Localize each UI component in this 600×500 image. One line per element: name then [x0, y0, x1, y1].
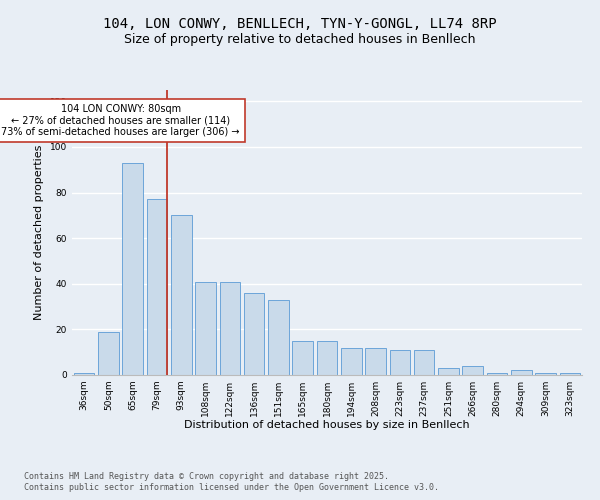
- Bar: [98, 332, 119, 375]
- Bar: [511, 370, 532, 375]
- Bar: [365, 348, 386, 375]
- Bar: [341, 348, 362, 375]
- Bar: [146, 200, 167, 375]
- Bar: [220, 282, 240, 375]
- Bar: [414, 350, 434, 375]
- Bar: [317, 341, 337, 375]
- Text: Contains public sector information licensed under the Open Government Licence v3: Contains public sector information licen…: [24, 484, 439, 492]
- Bar: [74, 372, 94, 375]
- X-axis label: Distribution of detached houses by size in Benllech: Distribution of detached houses by size …: [184, 420, 470, 430]
- Text: Size of property relative to detached houses in Benllech: Size of property relative to detached ho…: [124, 32, 476, 46]
- Y-axis label: Number of detached properties: Number of detached properties: [34, 145, 44, 320]
- Text: 104, LON CONWY, BENLLECH, TYN-Y-GONGL, LL74 8RP: 104, LON CONWY, BENLLECH, TYN-Y-GONGL, L…: [103, 18, 497, 32]
- Bar: [122, 163, 143, 375]
- Bar: [438, 368, 459, 375]
- Bar: [389, 350, 410, 375]
- Text: 104 LON CONWY: 80sqm
← 27% of detached houses are smaller (114)
73% of semi-deta: 104 LON CONWY: 80sqm ← 27% of detached h…: [1, 104, 240, 137]
- Bar: [292, 341, 313, 375]
- Bar: [171, 216, 191, 375]
- Text: Contains HM Land Registry data © Crown copyright and database right 2025.: Contains HM Land Registry data © Crown c…: [24, 472, 389, 481]
- Bar: [560, 372, 580, 375]
- Bar: [487, 372, 508, 375]
- Bar: [463, 366, 483, 375]
- Bar: [244, 293, 265, 375]
- Bar: [535, 372, 556, 375]
- Bar: [268, 300, 289, 375]
- Bar: [195, 282, 216, 375]
